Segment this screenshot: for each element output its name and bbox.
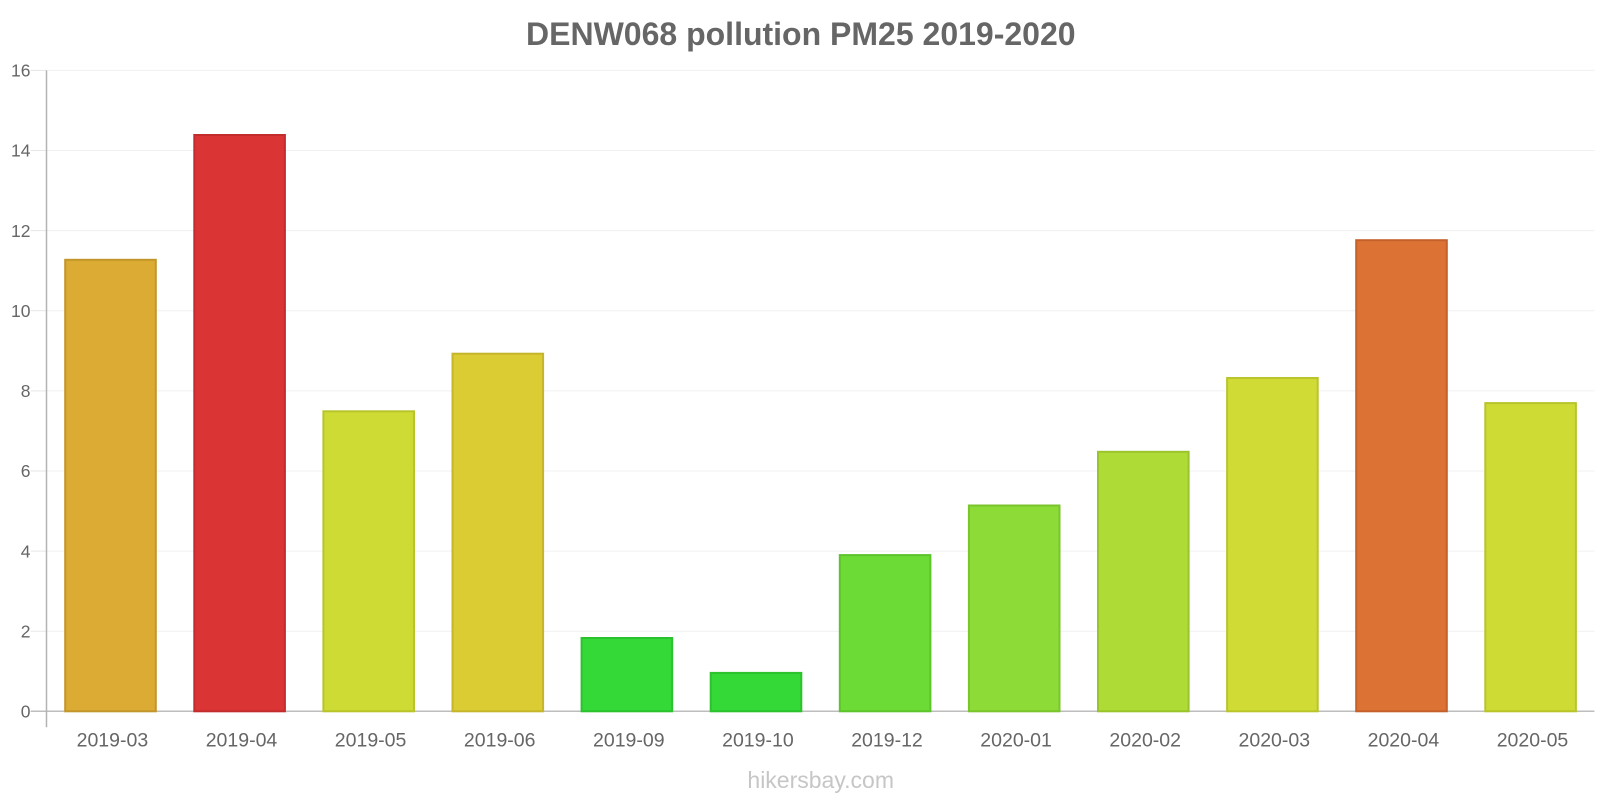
svg-text:2020-03: 2020-03 [1239,729,1311,751]
svg-text:2: 2 [21,621,31,641]
svg-text:2020-01: 2020-01 [980,729,1052,751]
svg-text:2019-03: 2019-03 [77,729,149,751]
svg-text:4: 4 [21,541,31,561]
svg-text:2020-02: 2020-02 [1109,729,1181,751]
svg-text:10: 10 [11,301,31,321]
svg-text:12: 12 [11,221,30,241]
svg-text:14: 14 [11,141,31,161]
svg-text:DENW068 pollution PM25 2019-20: DENW068 pollution PM25 2019-2020 [526,16,1076,52]
svg-text:2019-10: 2019-10 [722,729,794,751]
svg-text:0: 0 [21,702,31,722]
svg-text:2019-06: 2019-06 [464,729,536,751]
svg-text:2019-05: 2019-05 [335,729,407,751]
svg-text:16: 16 [11,61,30,81]
svg-text:2019-04: 2019-04 [206,729,278,751]
svg-text:2019-12: 2019-12 [851,729,923,751]
svg-text:hikersbay.com: hikersbay.com [747,767,894,793]
svg-text:2020-05: 2020-05 [1497,729,1569,751]
svg-text:6: 6 [21,461,31,481]
svg-text:2020-04: 2020-04 [1368,729,1440,751]
svg-text:8: 8 [21,381,31,401]
svg-text:2019-09: 2019-09 [593,729,665,751]
